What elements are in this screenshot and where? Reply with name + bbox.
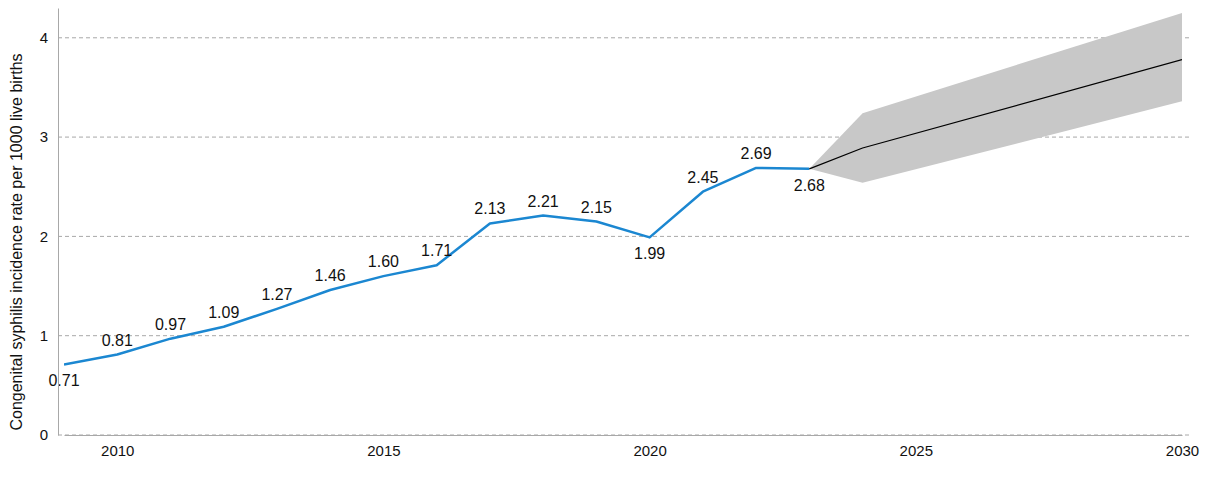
- grid-line: [58, 37, 1192, 38]
- y-tick: 1: [40, 327, 58, 344]
- x-tick: 2020: [633, 435, 666, 459]
- chart-container: 0.71 0.81 0.97 1.09 1.27 1.46 1.60 1.71 2.13 2.21…: [0, 0, 1205, 503]
- y-tick-label: 2: [40, 228, 48, 245]
- series-line: [809, 60, 1182, 169]
- y-tick-label: 1: [40, 327, 48, 344]
- y-tick: 3: [40, 128, 58, 145]
- grid-line: [58, 435, 1192, 436]
- y-tick: 2: [40, 228, 58, 245]
- y-tick-label: 3: [40, 128, 48, 145]
- data-label: 1.99: [634, 245, 665, 262]
- x-tick: 2025: [900, 435, 933, 459]
- x-tick: 2015: [367, 435, 400, 459]
- data-label: 1.60: [368, 253, 399, 270]
- data-label: 2.68: [794, 177, 825, 194]
- data-labels: 0.71 0.81 0.97 1.09 1.27 1.46 1.60 1.71 2.13 2.21…: [48, 145, 825, 390]
- y-axis-title: Congenital syphilis incidence rate per 1…: [8, 53, 25, 430]
- x-axis-line: [65, 435, 1183, 436]
- series-line: [64, 168, 809, 365]
- x-tick-label: 2030: [1166, 442, 1199, 459]
- data-label: 2.15: [581, 199, 612, 216]
- plot-area: [64, 13, 1182, 365]
- x-tick: 2030: [1166, 435, 1199, 459]
- x-axis: 2010 2015 2020 2025 2030: [65, 435, 1200, 459]
- y-tick-label: 0: [40, 426, 48, 443]
- x-tick-label: 2010: [101, 442, 134, 459]
- data-label: 2.45: [687, 169, 718, 186]
- grid-line: [58, 335, 1192, 336]
- y-axis: 0 1 2 3 4: [40, 9, 59, 444]
- data-label: 0.97: [155, 316, 186, 333]
- grid-line: [58, 236, 1192, 237]
- data-label: 1.46: [315, 267, 346, 284]
- y-axis-line: [58, 9, 59, 436]
- y-tick-label: 4: [40, 29, 48, 46]
- y-tick: 4: [40, 29, 58, 46]
- x-tick-label: 2020: [633, 442, 666, 459]
- x-tick-label: 2025: [900, 442, 933, 459]
- data-label: 1.71: [421, 242, 452, 259]
- data-label: 2.21: [528, 193, 559, 210]
- projection-band: [809, 13, 1182, 183]
- x-tick-label: 2015: [367, 442, 400, 459]
- data-label: 2.69: [741, 145, 772, 162]
- chart: 0.71 0.81 0.97 1.09 1.27 1.46 1.60 1.71 2.13 2.21…: [0, 0, 1205, 503]
- y-tick: 0: [40, 426, 58, 443]
- data-label: 2.13: [474, 200, 505, 217]
- x-tick: 2010: [101, 435, 134, 459]
- data-label: 0.81: [102, 332, 133, 349]
- data-label: 0.71: [48, 372, 79, 389]
- data-label: 1.09: [208, 304, 239, 321]
- data-label: 1.27: [261, 286, 292, 303]
